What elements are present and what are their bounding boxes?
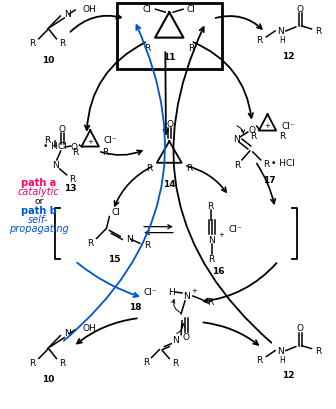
Text: +: + bbox=[191, 287, 197, 293]
Text: Cl⁻: Cl⁻ bbox=[144, 288, 158, 297]
Text: R: R bbox=[263, 160, 270, 169]
Text: 13: 13 bbox=[64, 183, 77, 192]
Text: N: N bbox=[277, 27, 284, 36]
Text: R: R bbox=[207, 201, 214, 210]
Text: R: R bbox=[234, 161, 240, 170]
Text: OH: OH bbox=[82, 4, 96, 13]
Text: O: O bbox=[71, 142, 78, 151]
Text: +: + bbox=[264, 123, 270, 129]
Text: N: N bbox=[52, 161, 59, 170]
Text: Cl: Cl bbox=[187, 5, 196, 13]
Text: 16: 16 bbox=[212, 266, 225, 275]
Text: 18: 18 bbox=[129, 302, 141, 311]
Text: R: R bbox=[59, 358, 66, 367]
Text: 12: 12 bbox=[282, 52, 294, 61]
Text: Cl⁻: Cl⁻ bbox=[228, 224, 242, 233]
Text: R: R bbox=[59, 39, 66, 48]
Text: N: N bbox=[64, 328, 71, 337]
Text: • HCl: • HCl bbox=[43, 141, 67, 150]
Text: R: R bbox=[208, 254, 215, 263]
Text: R: R bbox=[87, 238, 94, 247]
Text: R: R bbox=[279, 132, 285, 141]
Text: H: H bbox=[279, 36, 285, 45]
Text: O: O bbox=[248, 125, 255, 134]
Text: O: O bbox=[166, 119, 173, 128]
Text: Cl⁻: Cl⁻ bbox=[104, 135, 117, 144]
Text: +: + bbox=[218, 231, 224, 238]
Text: R: R bbox=[256, 355, 262, 364]
Text: path a: path a bbox=[21, 177, 56, 187]
Text: R: R bbox=[172, 358, 178, 367]
Text: • HCl: • HCl bbox=[271, 159, 295, 168]
Text: 10: 10 bbox=[42, 56, 55, 65]
Text: R: R bbox=[70, 175, 76, 184]
Text: N: N bbox=[277, 346, 284, 355]
Text: OH: OH bbox=[82, 324, 96, 333]
Text: self-: self- bbox=[28, 215, 49, 225]
Text: R: R bbox=[144, 240, 150, 249]
Text: O: O bbox=[296, 4, 303, 13]
Text: Cl: Cl bbox=[111, 207, 120, 216]
Text: R: R bbox=[186, 164, 193, 173]
Text: Cl⁻: Cl⁻ bbox=[281, 121, 295, 130]
Text: R: R bbox=[144, 43, 150, 52]
Text: O: O bbox=[58, 124, 65, 133]
Text: R: R bbox=[188, 43, 195, 52]
Text: O: O bbox=[296, 324, 303, 333]
Text: N: N bbox=[172, 335, 178, 344]
Text: R: R bbox=[102, 148, 108, 157]
Text: path b: path b bbox=[21, 206, 56, 216]
Text: Cl: Cl bbox=[143, 5, 152, 13]
Text: R: R bbox=[30, 358, 36, 367]
Text: R: R bbox=[45, 135, 51, 144]
Text: N: N bbox=[233, 135, 240, 144]
Text: R: R bbox=[316, 27, 322, 36]
Text: R: R bbox=[30, 39, 36, 48]
Text: N: N bbox=[64, 9, 71, 18]
Text: 10: 10 bbox=[42, 375, 55, 384]
Text: 12: 12 bbox=[282, 371, 294, 380]
Text: propagating: propagating bbox=[9, 224, 69, 234]
Text: catalytic: catalytic bbox=[18, 187, 59, 196]
Text: R: R bbox=[316, 346, 322, 355]
FancyBboxPatch shape bbox=[117, 4, 221, 70]
Text: H: H bbox=[279, 355, 285, 364]
Text: +: + bbox=[87, 139, 93, 145]
Text: 17: 17 bbox=[263, 175, 276, 184]
Text: R: R bbox=[72, 148, 79, 157]
Text: H: H bbox=[168, 288, 175, 297]
Text: R: R bbox=[143, 357, 150, 366]
Text: R: R bbox=[250, 132, 256, 141]
Text: 14: 14 bbox=[163, 180, 176, 189]
Text: 15: 15 bbox=[108, 255, 121, 264]
Text: N: N bbox=[208, 235, 215, 244]
Text: O: O bbox=[182, 333, 190, 342]
Text: R: R bbox=[207, 298, 213, 307]
Text: R: R bbox=[146, 164, 152, 173]
Text: 11: 11 bbox=[163, 52, 175, 61]
Text: N: N bbox=[183, 292, 191, 301]
Text: R: R bbox=[256, 36, 262, 45]
Text: or: or bbox=[34, 197, 43, 206]
Text: N: N bbox=[126, 234, 133, 243]
